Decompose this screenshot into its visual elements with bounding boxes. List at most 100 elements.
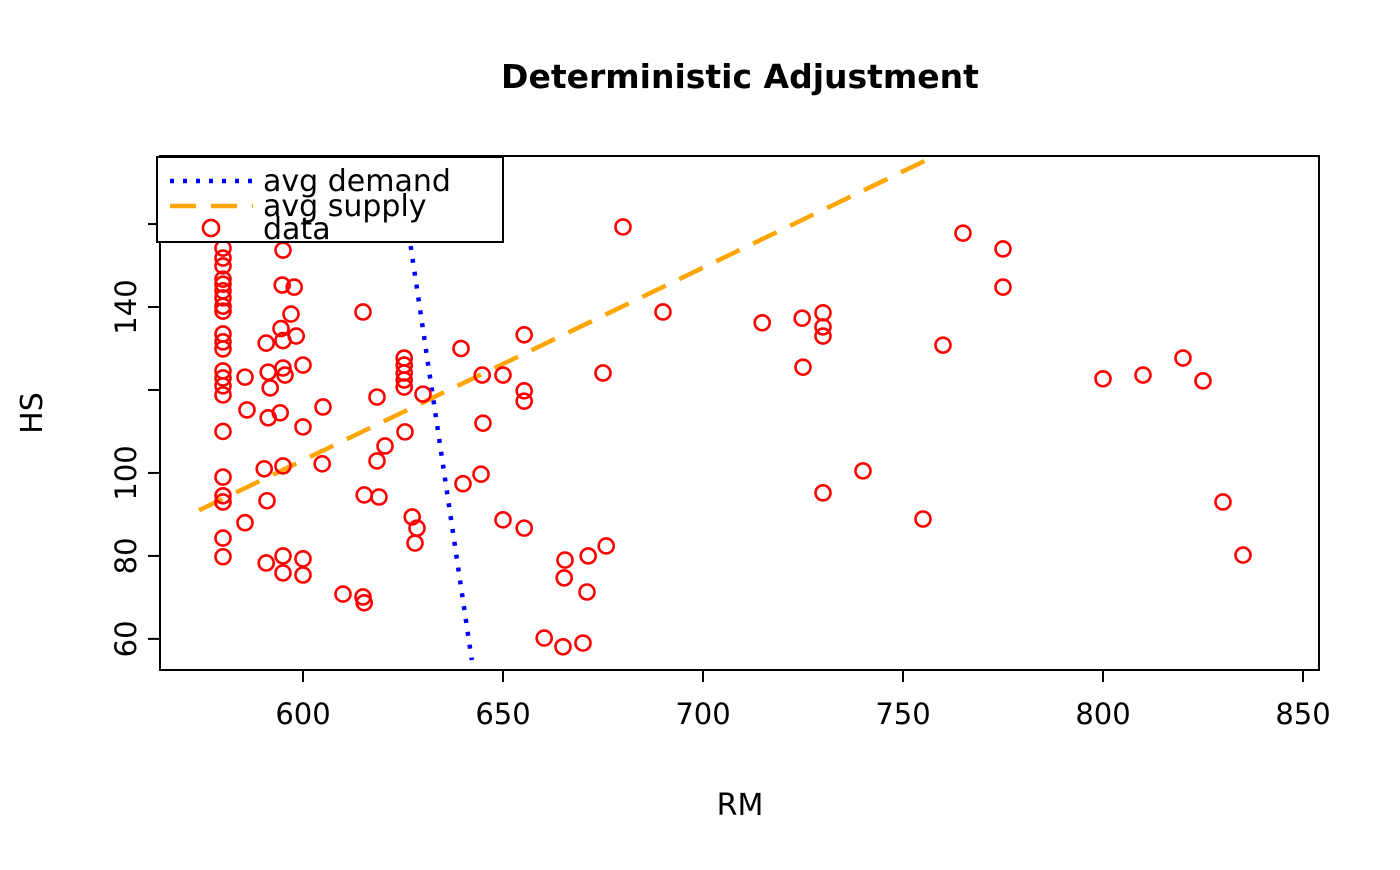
scatter-point xyxy=(214,377,232,395)
legend-label: data xyxy=(263,212,331,247)
scatter-point xyxy=(614,218,632,236)
scatter-point xyxy=(994,278,1012,296)
x-tick-label: 750 xyxy=(875,697,930,731)
x-tick-label: 700 xyxy=(675,697,730,731)
scatter-point xyxy=(294,550,312,568)
scatter-point xyxy=(236,368,254,386)
scatter-point xyxy=(294,418,312,436)
scatter-point xyxy=(274,547,292,565)
scatter-point xyxy=(214,369,232,387)
scatter-point xyxy=(406,534,424,552)
scatter-point xyxy=(597,537,616,555)
scatter-point xyxy=(214,529,232,547)
scatter-point xyxy=(473,366,492,384)
scatter-point xyxy=(274,331,292,350)
y-tick-label: 140 xyxy=(109,279,143,334)
plot-area: 600 650 700 750 800 850 60 80 100 140 xyxy=(109,153,1331,731)
scatter-point xyxy=(370,488,388,506)
scatter-point xyxy=(294,566,312,584)
scatter-point xyxy=(414,385,432,403)
scatter-point xyxy=(574,634,592,652)
scatter-point xyxy=(515,326,534,344)
scatter-point xyxy=(1234,546,1252,564)
scatter-point xyxy=(554,637,572,656)
scatter-point xyxy=(594,364,612,382)
scatter-point xyxy=(515,392,534,410)
scatter-point xyxy=(396,423,414,441)
scatter-point xyxy=(214,333,232,351)
scatter-point xyxy=(814,327,832,345)
scatter-point xyxy=(515,382,534,400)
legend-sample-circle-marker xyxy=(201,218,221,238)
y-tick-label: 60 xyxy=(109,620,143,657)
scatter-point xyxy=(1194,372,1212,390)
scatter-point xyxy=(274,457,292,475)
scatter-point xyxy=(271,403,290,422)
scatter-point xyxy=(753,313,772,332)
x-tick-label: 850 xyxy=(1275,697,1330,731)
scatter-point xyxy=(1094,369,1112,388)
scatter-point xyxy=(474,414,492,432)
scatter-point xyxy=(257,334,276,352)
chart-title: Deterministic Adjustment xyxy=(501,57,979,96)
scatter-point xyxy=(334,585,352,603)
x-tick-label: 650 xyxy=(475,697,530,731)
scatter-point xyxy=(214,486,232,505)
scatter-point xyxy=(214,468,232,486)
scatter-point xyxy=(452,339,470,358)
scatter-point xyxy=(255,459,274,478)
scatter-point xyxy=(214,289,232,307)
y-axis-label: HS xyxy=(15,392,50,434)
plot-border xyxy=(159,155,1320,671)
x-axis-label: RM xyxy=(717,788,764,823)
scatter-point xyxy=(257,554,276,572)
scatter-point xyxy=(294,356,312,374)
scatter-point xyxy=(1174,349,1192,367)
scatter-point xyxy=(368,388,386,406)
scatter-point xyxy=(794,358,812,376)
scatter-point xyxy=(238,401,256,419)
scatter-point xyxy=(285,278,304,296)
scatter-point xyxy=(654,303,672,321)
scatter-point xyxy=(282,305,300,323)
x-tick-label: 800 xyxy=(1075,697,1130,731)
scatter-point xyxy=(376,437,394,455)
scatter-point xyxy=(236,513,254,532)
x-tick-label: 600 xyxy=(275,697,330,731)
scatter-point xyxy=(214,257,232,275)
legend-label: avg supply xyxy=(263,189,427,224)
scatter-point xyxy=(934,336,952,354)
scatter-point xyxy=(454,474,472,493)
scatter-point xyxy=(535,629,554,647)
scatter-point xyxy=(954,224,972,242)
scatter-point xyxy=(1214,493,1232,511)
scatter-point xyxy=(259,363,278,381)
scatter-point xyxy=(368,452,386,470)
scatter-point xyxy=(395,371,414,389)
scatter-point xyxy=(214,386,232,404)
scatter-point xyxy=(274,564,292,582)
scatter-point xyxy=(994,240,1012,258)
scatter-point xyxy=(578,583,596,601)
scatter-point xyxy=(555,569,574,587)
y-tick-label: 80 xyxy=(109,537,143,574)
scatter-point xyxy=(814,318,832,336)
scatter-point xyxy=(214,340,232,358)
scatter-point xyxy=(494,366,512,384)
scatter-point xyxy=(854,462,872,480)
scatter-point xyxy=(276,366,294,384)
scatter-point xyxy=(273,276,292,294)
scatter-point xyxy=(1134,366,1152,384)
scatter-point xyxy=(214,275,232,293)
scatter-point xyxy=(314,398,332,416)
scatter-point xyxy=(214,493,232,511)
scatter-point xyxy=(914,510,932,528)
scatter-point xyxy=(395,378,414,396)
scatter-point xyxy=(261,379,280,397)
scatter-point xyxy=(793,309,812,328)
scatter-point xyxy=(313,455,332,473)
scatter-point xyxy=(814,304,832,322)
